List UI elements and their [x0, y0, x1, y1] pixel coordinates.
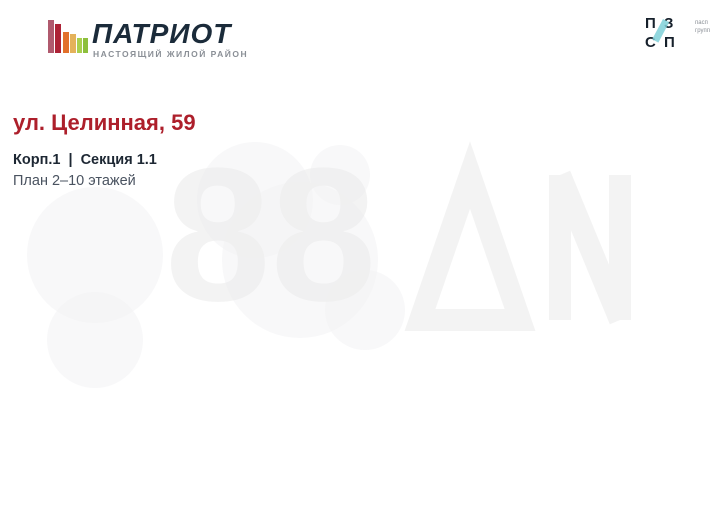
svg-text:88: 88: [165, 129, 376, 341]
svg-text:П: П: [645, 15, 656, 32]
svg-text:П: П: [664, 34, 675, 49]
